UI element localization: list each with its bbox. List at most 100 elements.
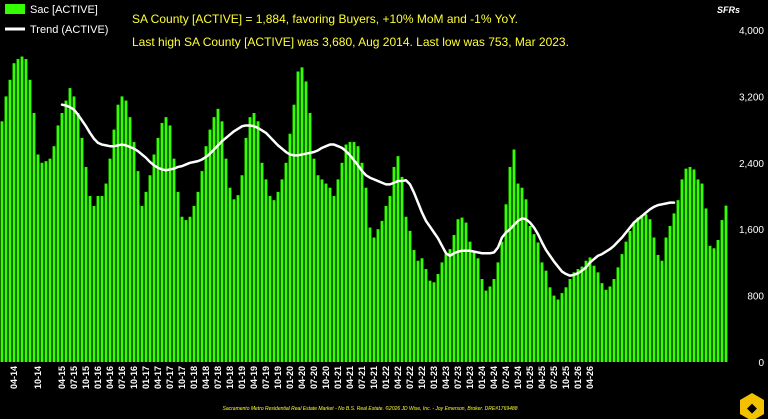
x-tick-label: 04-21	[345, 366, 355, 389]
bar	[60, 113, 64, 362]
bar	[668, 225, 672, 362]
headline-line-1: SA County [ACTIVE] = 1,884, favoring Buy…	[132, 12, 518, 26]
bar	[604, 289, 608, 362]
bar	[128, 117, 132, 363]
legend-label-trend: Trend (ACTIVE)	[30, 24, 108, 36]
bar	[672, 213, 676, 362]
bar	[532, 234, 536, 362]
legend: Sac [ACTIVE] Trend (ACTIVE)	[5, 4, 108, 36]
bar	[440, 262, 444, 362]
y-unit-label: SFRs	[717, 5, 740, 15]
bar	[684, 168, 688, 362]
bar	[184, 220, 188, 362]
bar	[304, 81, 308, 363]
bar	[12, 63, 16, 362]
bar	[500, 241, 504, 362]
bar	[116, 104, 120, 362]
bar	[660, 260, 664, 362]
bar	[24, 59, 28, 363]
bar	[224, 158, 228, 362]
bar	[552, 295, 556, 362]
bar	[372, 237, 376, 362]
bar	[212, 117, 216, 363]
bar	[444, 254, 448, 362]
y-tick-label: 800	[747, 292, 764, 303]
x-tick-label: 07-19	[261, 366, 271, 389]
bar	[32, 113, 36, 362]
bar	[16, 59, 20, 363]
bar	[600, 283, 604, 362]
bar	[20, 56, 24, 363]
x-tick-label: 07-23	[453, 366, 463, 389]
bar	[436, 274, 440, 362]
x-tick-label: 07-16	[117, 366, 127, 389]
x-tick-label: 04-17	[153, 366, 163, 389]
bar	[48, 158, 52, 362]
x-tick-label: 07-24	[501, 366, 511, 389]
x-tick-label: 01-21	[333, 366, 343, 389]
bar	[392, 166, 396, 362]
bar	[388, 196, 392, 362]
bar	[328, 187, 332, 362]
bar	[720, 220, 724, 362]
bar	[692, 169, 696, 362]
y-tick-label: 4,000	[739, 26, 764, 37]
bar	[164, 117, 168, 363]
bar	[580, 266, 584, 362]
bar	[540, 262, 544, 362]
bar	[288, 133, 292, 362]
y-tick-label: 2,400	[739, 159, 764, 170]
x-tick-label: 10-14	[33, 366, 43, 389]
x-tick-label: 10-20	[321, 366, 331, 389]
y-tick-label: 3,200	[739, 92, 764, 103]
bar	[28, 79, 32, 363]
bar	[332, 196, 336, 362]
x-tick-label: 04-19	[249, 366, 259, 389]
bar	[464, 222, 468, 362]
bar	[176, 191, 180, 362]
bar	[584, 260, 588, 362]
bar	[148, 175, 152, 362]
legend-swatch-bar	[5, 4, 25, 14]
bar	[396, 156, 400, 362]
x-tick-label: 07-15	[69, 366, 79, 389]
bar	[264, 179, 268, 362]
bar	[96, 196, 100, 362]
x-tick-label: 07-20	[309, 366, 319, 389]
bar	[504, 204, 508, 362]
bar	[644, 214, 648, 362]
bar	[56, 125, 60, 362]
bar	[364, 187, 368, 362]
bar	[316, 175, 320, 362]
x-tick-label: 10-17	[177, 366, 187, 389]
bar	[560, 293, 564, 362]
bar	[472, 250, 476, 362]
bar	[4, 96, 8, 363]
bar	[520, 187, 524, 362]
bar	[460, 217, 464, 362]
bar	[8, 79, 12, 363]
bar	[76, 113, 80, 362]
bar	[636, 217, 640, 362]
bar	[188, 216, 192, 362]
bar	[336, 179, 340, 362]
bar	[716, 239, 720, 362]
y-tick-label: 0	[758, 358, 764, 369]
x-tick-label: 10-23	[465, 366, 475, 389]
bar	[456, 219, 460, 362]
bar	[68, 88, 72, 362]
bar	[368, 227, 372, 362]
x-tick-label: 04-14	[9, 366, 19, 389]
bar	[656, 254, 660, 362]
headline-line-2: Last high SA County [ACTIVE] was 3,680, …	[132, 35, 569, 49]
bar	[284, 162, 288, 362]
y-tick-label: 1,600	[739, 225, 764, 236]
bar	[260, 162, 264, 362]
bar	[52, 146, 56, 362]
bar	[480, 279, 484, 362]
bar	[704, 208, 708, 362]
bar	[516, 183, 520, 362]
bar	[320, 179, 324, 362]
x-tick-label: 04-15	[57, 366, 67, 389]
x-tick-label: 10-18	[225, 366, 235, 389]
